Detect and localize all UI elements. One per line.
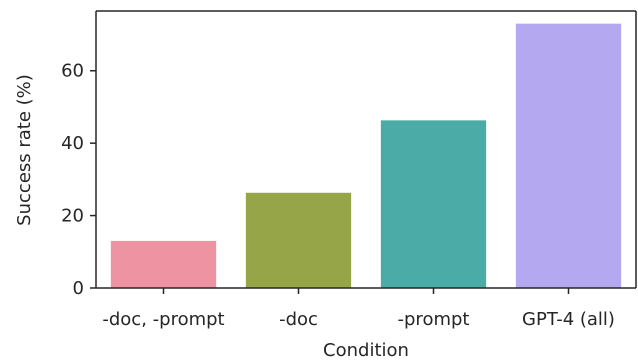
bar-3 <box>515 23 622 288</box>
bar-1 <box>245 192 352 288</box>
bar-0 <box>110 240 217 288</box>
x-tick-label-0: -doc, -prompt <box>102 309 224 330</box>
bar-2 <box>380 120 487 289</box>
y-tick-label-3: 60 <box>61 61 84 82</box>
x-axis-ticks: -doc, -prompt -doc -prompt GPT-4 (all) <box>102 288 615 330</box>
y-tick-label-0: 0 <box>73 278 84 299</box>
y-tick-label-2: 40 <box>61 133 84 154</box>
bars <box>110 23 622 289</box>
y-tick-label-1: 20 <box>61 206 84 227</box>
x-axis-label: Condition <box>323 340 409 360</box>
x-tick-label-2: -prompt <box>398 309 470 330</box>
y-axis-label: Success rate (%) <box>14 74 35 226</box>
x-tick-label-3: GPT-4 (all) <box>522 309 615 330</box>
x-tick-label-1: -doc <box>279 309 318 330</box>
y-axis-ticks: 0 20 40 60 <box>61 61 96 299</box>
